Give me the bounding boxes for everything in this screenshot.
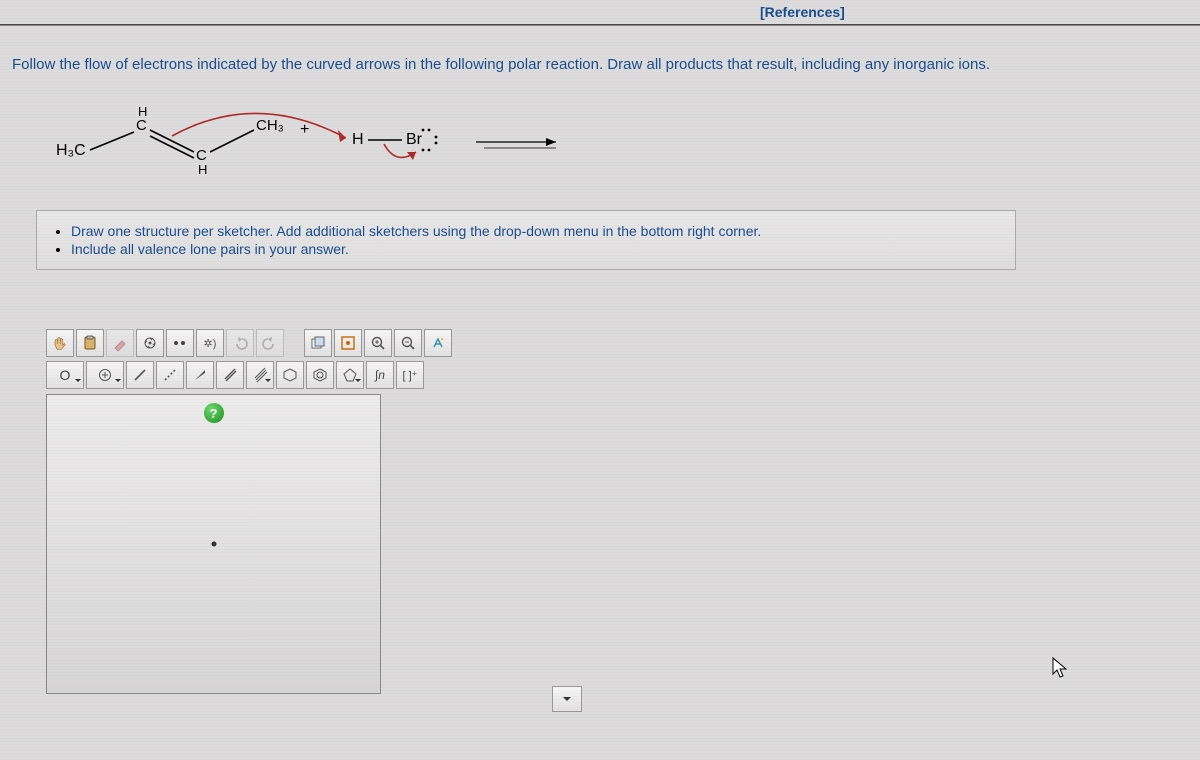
tool-atom-props[interactable]	[136, 329, 164, 357]
tool-mapping[interactable]: ✲)	[196, 329, 224, 357]
label-ch3: CH₃	[256, 117, 284, 134]
atom-c1-h: H	[138, 104, 147, 119]
toolbar-row-2: O ∫n [ ]⁺	[46, 360, 566, 390]
sketcher-toolbar: ✲) O ∫n [ ]⁺	[46, 328, 566, 392]
sketcher-canvas[interactable]: ?	[46, 394, 381, 694]
bracket-label: [ ]⁺	[403, 369, 418, 382]
label-h3c: H₃C	[56, 142, 86, 159]
toolbar-row-1: ✲)	[46, 328, 566, 358]
tool-clean[interactable]	[424, 329, 452, 357]
integral-label: ∫n	[375, 368, 385, 382]
tool-frame[interactable]	[334, 329, 362, 357]
instruction-line-2: Include all valence lone pairs in your a…	[71, 241, 1001, 257]
ring-cyclohexane[interactable]	[276, 361, 304, 389]
ring-cyclopentane[interactable]	[336, 361, 364, 389]
tool-brackets[interactable]: [ ]⁺	[396, 361, 424, 389]
instruction-box: Draw one structure per sketcher. Add add…	[36, 210, 1016, 270]
tool-zoom-in[interactable]	[364, 329, 392, 357]
hbr-h: H	[352, 131, 364, 148]
ring-benzene[interactable]	[306, 361, 334, 389]
references-link[interactable]: [References]	[760, 4, 845, 20]
cursor-pointer-icon	[1050, 656, 1070, 686]
hbr-br: Br	[406, 131, 423, 148]
tool-paste[interactable]	[76, 329, 104, 357]
bond-triple[interactable]	[246, 361, 274, 389]
charge-picker[interactable]	[86, 361, 124, 389]
bond-wedge[interactable]	[186, 361, 214, 389]
sketcher-origin-dot	[211, 542, 216, 547]
tool-redo[interactable]	[256, 329, 284, 357]
plus-sign: +	[300, 121, 309, 138]
tool-integral[interactable]: ∫n	[366, 361, 394, 389]
reaction-scheme: H₃C C H C H CH₃ + H Br	[56, 100, 756, 190]
tool-lone-pair[interactable]	[166, 329, 194, 357]
tool-marker[interactable]	[106, 329, 134, 357]
tool-copy-image[interactable]	[304, 329, 332, 357]
tool-undo[interactable]	[226, 329, 254, 357]
element-picker[interactable]: O	[46, 361, 84, 389]
bond-double[interactable]	[216, 361, 244, 389]
bond-single[interactable]	[126, 361, 154, 389]
bond-dotted[interactable]	[156, 361, 184, 389]
top-separator	[0, 24, 1200, 26]
element-picker-label: O	[60, 367, 71, 383]
tool-zoom-out[interactable]	[394, 329, 422, 357]
atom-c1: C	[136, 117, 147, 134]
help-button[interactable]: ?	[204, 403, 224, 423]
atom-c2-h: H	[198, 162, 207, 177]
add-sketcher-dropdown[interactable]	[552, 686, 582, 712]
question-prompt: Follow the flow of electrons indicated b…	[12, 56, 1188, 73]
tool-open-hand[interactable]	[46, 329, 74, 357]
instruction-line-1: Draw one structure per sketcher. Add add…	[71, 223, 1001, 239]
